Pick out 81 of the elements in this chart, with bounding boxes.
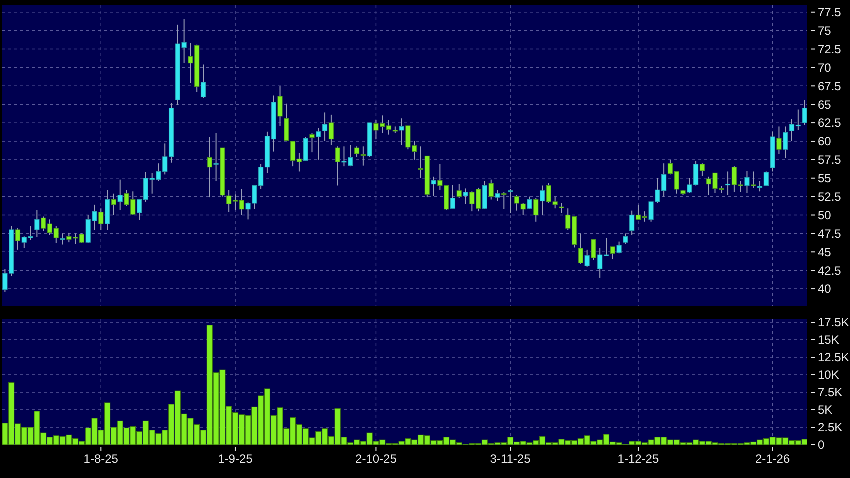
candlestick (623, 233, 628, 245)
candlestick (764, 171, 769, 187)
candlestick (584, 249, 590, 268)
y-tick-label: 62.5 (818, 116, 842, 130)
y-tick-label: 7.5K (818, 386, 843, 400)
candlestick (540, 185, 546, 216)
y-tick-label: 60 (818, 134, 832, 149)
y-tick-label: 55 (818, 172, 832, 186)
candlestick (578, 233, 584, 264)
candlestick (802, 100, 808, 126)
candlestick (502, 192, 507, 210)
y-tick-label: 17.5K (818, 316, 850, 330)
candlestick (15, 228, 21, 250)
candlestick (360, 146, 366, 166)
y-tick-label: 15K (818, 333, 840, 348)
candlestick (700, 163, 705, 177)
candlestick (776, 126, 782, 155)
y-tick-label: 65 (818, 98, 832, 112)
candlestick (214, 132, 219, 182)
y-tick-label: 40 (818, 282, 832, 296)
x-tick-label: 1-9-25 (218, 452, 254, 466)
x-tick-label: 3-11-25 (490, 452, 532, 466)
x-tick-label: 1-8-25 (84, 452, 119, 466)
candlestick (316, 128, 322, 160)
candlestick (514, 194, 520, 212)
candlestick (751, 171, 756, 188)
candlestick (310, 132, 315, 154)
candlestick (482, 180, 488, 210)
candlestick (207, 136, 212, 198)
x-tick-label: 1-12-25 (618, 452, 660, 466)
candlestick (488, 179, 494, 200)
y-tick-label: 45 (818, 245, 832, 260)
candlestick (322, 112, 328, 142)
candlestick (559, 202, 564, 214)
candlestick (456, 184, 462, 199)
candlestick (508, 188, 514, 214)
candlestick (328, 114, 334, 146)
y-tick-label: 2.5K (818, 420, 843, 435)
candlestick (98, 208, 104, 231)
candlestick (591, 239, 596, 261)
y-tick-label: 10K (818, 368, 840, 382)
y-tick-label: 72.5 (818, 42, 842, 56)
candlestick (520, 202, 526, 216)
candlestick (616, 241, 622, 254)
candlestick (534, 198, 539, 222)
candlestick (60, 233, 66, 246)
candlestick (354, 146, 360, 158)
candlestick (118, 179, 123, 211)
candlestick (757, 180, 763, 192)
candlestick (527, 196, 532, 210)
y-tick-label: 57.5 (818, 153, 842, 168)
x-tick-label: 2-1-26 (755, 452, 790, 466)
y-tick-label: 77.5 (818, 6, 842, 20)
candlestick (399, 118, 404, 146)
candlestick (783, 126, 788, 159)
y-tick-label: 42.5 (818, 264, 842, 278)
candlestick (744, 170, 750, 194)
candlestick (495, 190, 500, 202)
candlestick (303, 136, 308, 162)
y-tick-label: 75 (818, 24, 832, 38)
candlestick (335, 146, 340, 186)
y-tick-label: 12.5K (818, 350, 850, 365)
y-tick-label: 5K (818, 403, 833, 418)
candlestick (34, 210, 40, 238)
candlestick (726, 171, 731, 196)
candlestick (610, 246, 616, 260)
y-tick-label: 47.5 (818, 226, 842, 241)
y-tick-label: 67.5 (818, 79, 842, 94)
y-tick-label: 52.5 (818, 190, 842, 204)
x-tick-label: 2-10-25 (356, 452, 398, 466)
candlestick (278, 86, 283, 126)
candlestick (463, 188, 468, 205)
candlestick (450, 184, 456, 210)
y-tick-label: 0 (818, 438, 825, 452)
y-tick-label: 50 (818, 208, 832, 222)
y-tick-label: 70 (818, 60, 832, 75)
candlestick (200, 64, 206, 98)
candlestick (630, 210, 635, 236)
candlestick (111, 193, 116, 216)
candlestick (431, 176, 436, 197)
candlestick (284, 103, 290, 142)
